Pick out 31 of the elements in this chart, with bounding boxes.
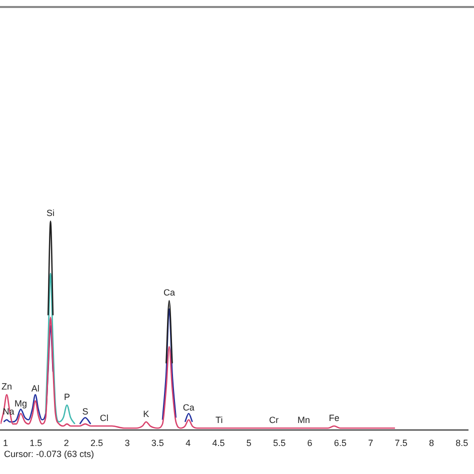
x-tick-label: 1.5 — [30, 438, 42, 448]
x-tick-label: 8.5 — [456, 438, 468, 448]
annotation: Si — [46, 208, 55, 218]
annotation: P — [64, 392, 70, 402]
annotation: Al — [31, 384, 40, 394]
annotation: Cr — [269, 415, 279, 426]
x-tick-label: 3 — [124, 438, 130, 448]
annotation: Ti — [216, 415, 223, 426]
text: Cursor: -0.073 (63 cts) — [4, 449, 94, 460]
annotation: Cl — [100, 413, 108, 424]
x-tick-label: 7.5 — [394, 438, 408, 448]
x-tick-label: 5 — [246, 438, 252, 448]
x-tick-label: 6 — [307, 438, 312, 448]
annotation: Mn — [297, 415, 310, 426]
x-tick-label: 7 — [368, 438, 374, 448]
x-tick-label: 1 — [2, 438, 8, 448]
annotation: Ca — [163, 288, 175, 298]
x-tick-label: 6.5 — [334, 438, 346, 448]
annotation: Mg — [14, 398, 27, 408]
annotation: K — [143, 408, 150, 419]
x-tick-label: 4.5 — [212, 438, 225, 448]
x-tick-label: 5.5 — [273, 438, 286, 448]
x-tick-label: 8 — [428, 438, 434, 448]
annotation: Zn — [1, 382, 12, 392]
annotation: S — [82, 406, 88, 417]
x-tick-label: 2 — [64, 438, 69, 448]
annotation: Ca — [182, 402, 194, 413]
x-tick-label: 2.5 — [90, 438, 104, 448]
x-tick-label: 4 — [186, 438, 191, 448]
annotation: Fe — [328, 413, 340, 424]
x-tick-label: 3.5 — [151, 438, 164, 448]
